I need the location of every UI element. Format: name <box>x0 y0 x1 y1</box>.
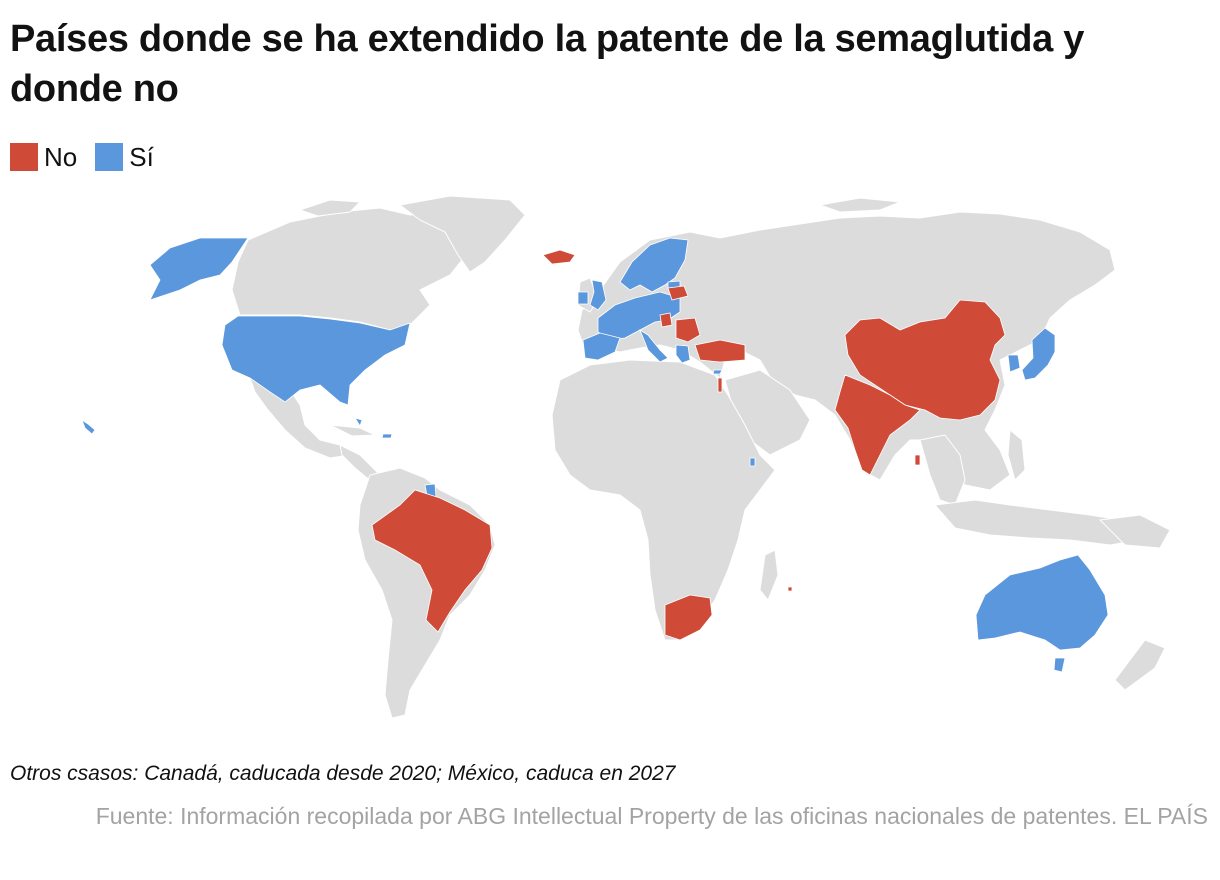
country-usa <box>221 315 411 406</box>
countries-no <box>371 249 1006 641</box>
country-iceland <box>542 249 576 265</box>
country-turkey <box>694 339 746 363</box>
country-norway-sweden-finland <box>619 237 689 293</box>
legend-swatch-si <box>95 143 124 171</box>
siberia-north <box>818 197 901 213</box>
country-cyprus <box>712 369 723 375</box>
country-bahamas <box>354 417 363 427</box>
source-credit: Fuente: Información recopilada por ABG I… <box>95 803 1208 829</box>
country-serbia <box>659 312 673 328</box>
land-base <box>231 195 1171 719</box>
country-south-africa <box>664 594 713 641</box>
country-italy <box>639 329 669 363</box>
country-south-korea <box>1007 354 1021 373</box>
legend-swatch-no <box>10 143 38 171</box>
country-latvia-lithuania <box>667 285 689 301</box>
country-greece <box>675 344 691 364</box>
country-puerto-rico <box>381 433 393 439</box>
country-uk <box>589 279 607 311</box>
legend-item-si: Sí <box>95 142 154 172</box>
country-israel <box>717 377 723 393</box>
greenland <box>398 195 526 273</box>
cuba <box>329 424 376 437</box>
legend: No Sí <box>10 142 172 172</box>
philippines <box>1007 428 1026 481</box>
legend-item-no: No <box>10 142 77 172</box>
madagascar <box>759 549 779 601</box>
countries-si <box>81 237 1109 673</box>
country-mauritius <box>787 586 793 592</box>
footnote: Otros csasos: Canadá, caducada desde 202… <box>10 762 676 785</box>
country-china <box>844 299 1006 421</box>
new-zealand <box>1114 639 1166 691</box>
country-sri-lanka <box>914 454 921 466</box>
arctic-islands <box>298 199 362 217</box>
chart-title: Países donde se ha extendido la patente … <box>10 18 1085 110</box>
country-brazil <box>371 489 493 633</box>
new-guinea <box>1098 514 1171 549</box>
canada <box>231 207 471 331</box>
country-japan <box>1021 327 1056 381</box>
country-iberia <box>582 332 621 361</box>
country-tasmania <box>1053 657 1066 673</box>
country-india <box>834 374 921 476</box>
country-ireland <box>577 291 589 305</box>
indochina <box>919 434 966 506</box>
country-australia <box>975 554 1109 651</box>
country-hawaii <box>81 418 96 435</box>
country-djibouti <box>749 457 756 467</box>
legend-label-no: No <box>44 142 78 172</box>
country-romania-bulgaria <box>675 317 701 343</box>
world-map <box>81 195 1171 719</box>
legend-label-si: Sí <box>129 142 154 172</box>
country-alaska <box>149 237 249 301</box>
